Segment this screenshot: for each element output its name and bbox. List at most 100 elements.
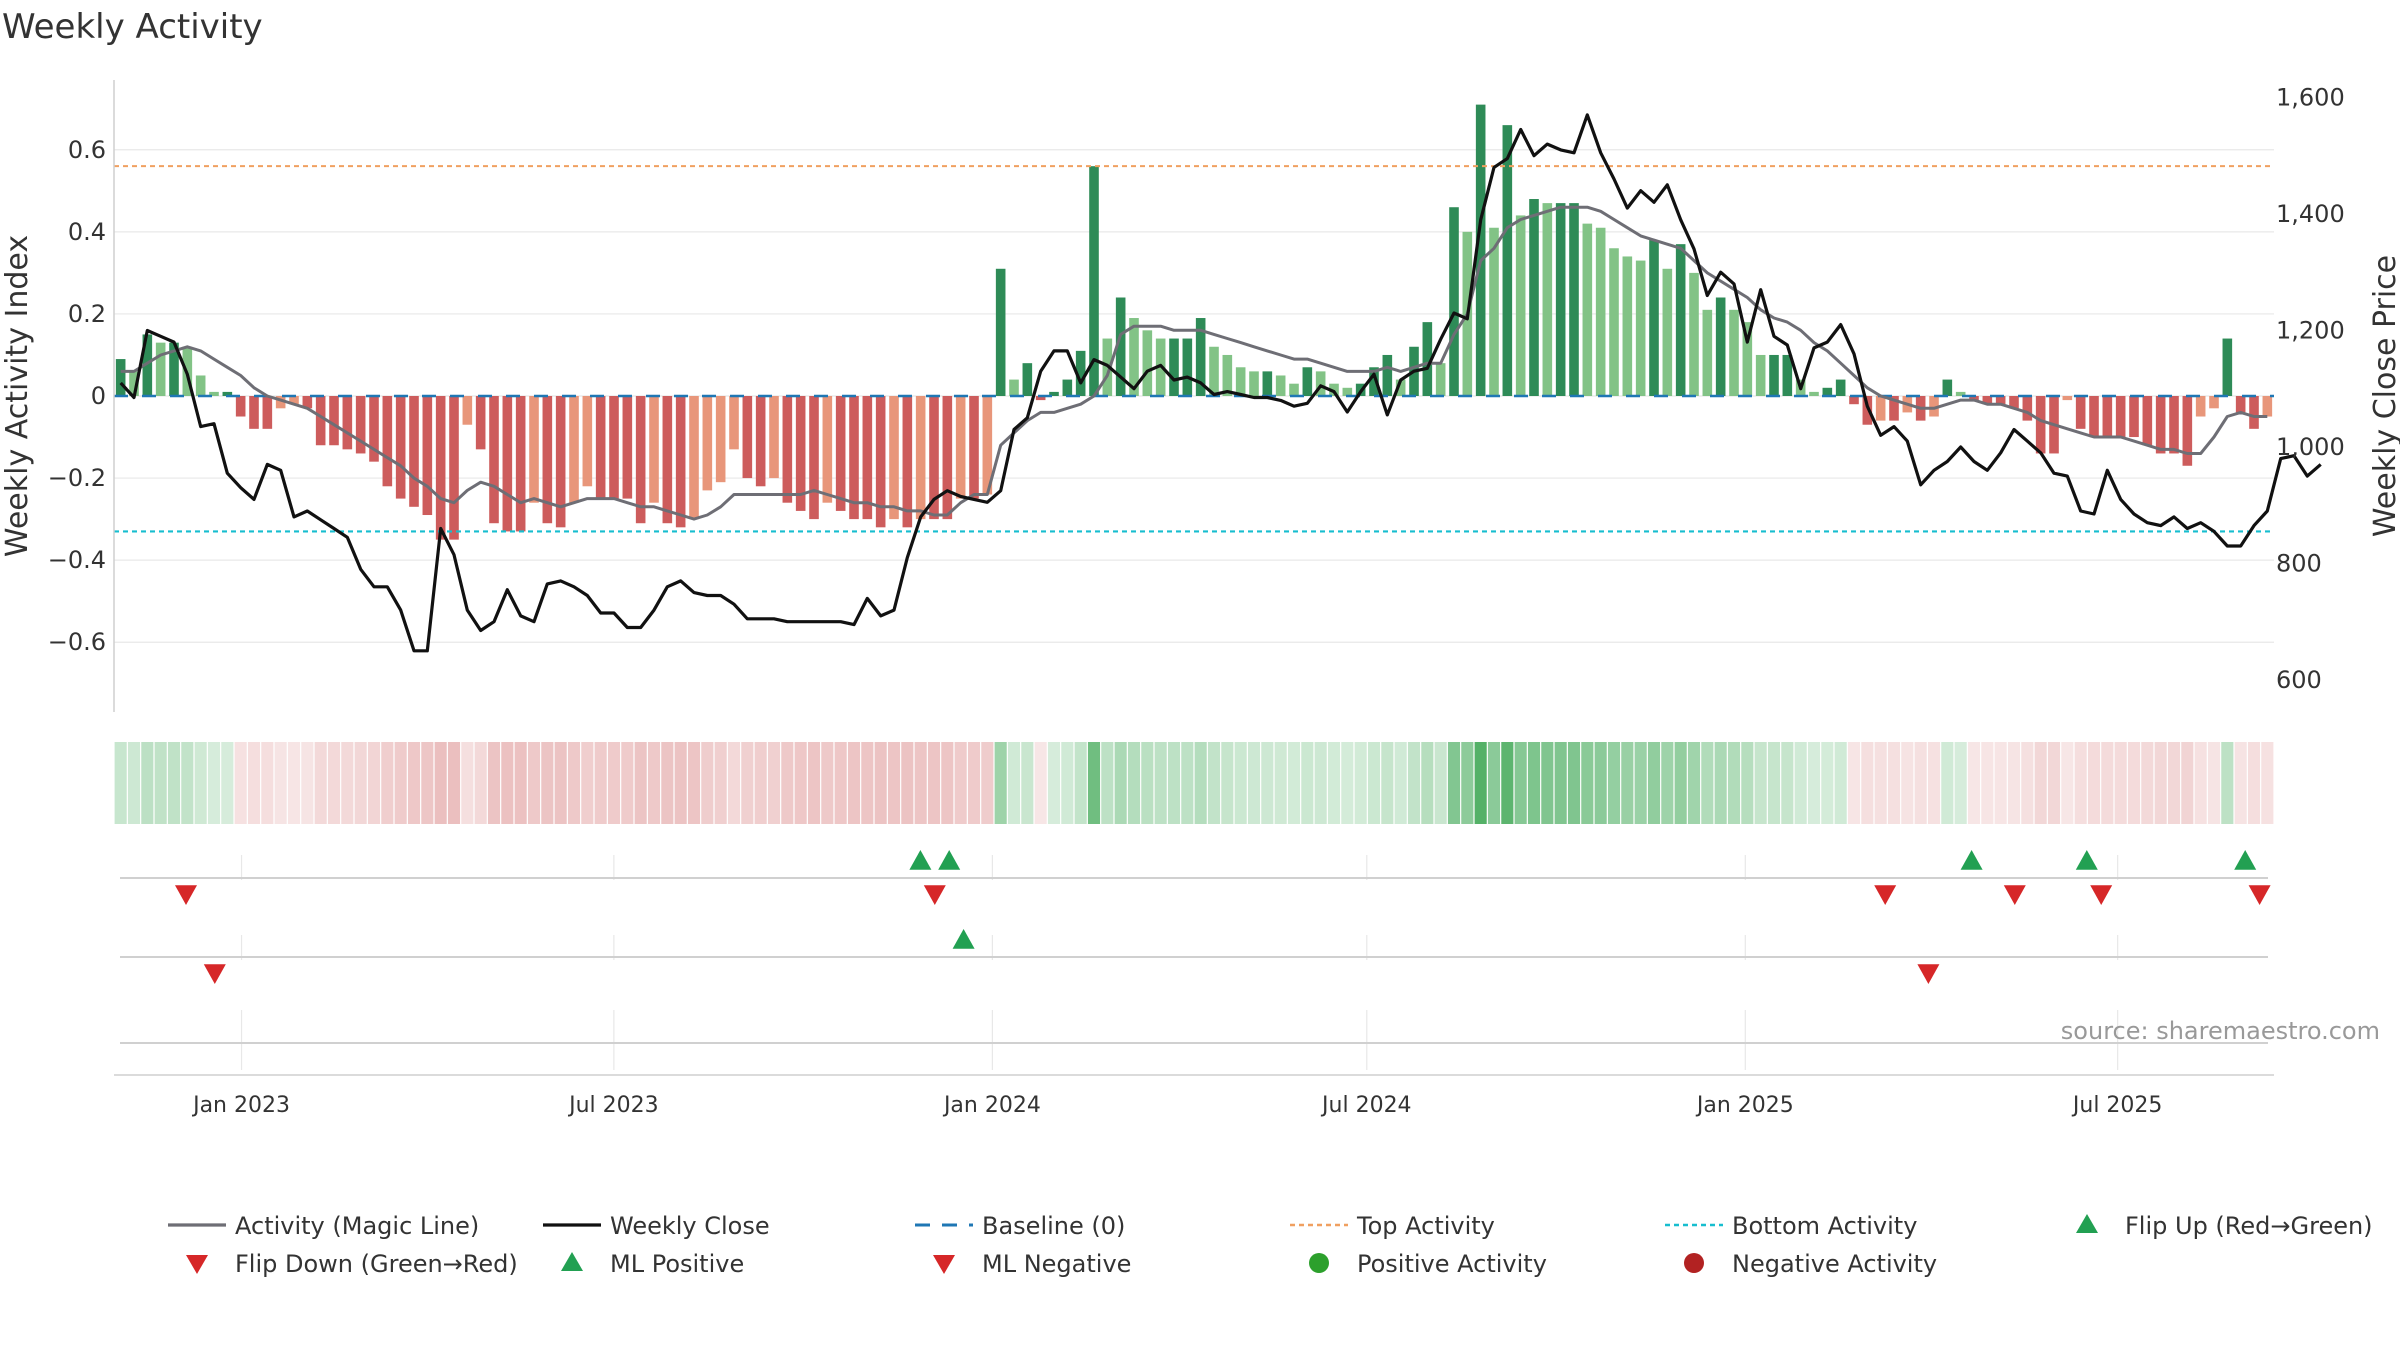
activity-bar xyxy=(1489,227,1499,396)
heat-cell xyxy=(2154,742,2167,824)
heat-cell xyxy=(1847,742,1861,824)
activity-bar xyxy=(2195,396,2206,417)
magic-line xyxy=(120,205,2268,521)
heat-cell xyxy=(1874,742,1887,824)
activity-bar xyxy=(702,396,713,491)
activity-bar xyxy=(1715,297,1726,396)
activity-bar xyxy=(689,396,699,520)
activity-bar xyxy=(1422,322,1433,396)
heat-cell xyxy=(1047,742,1061,824)
heat-cell xyxy=(767,742,781,824)
flip-down-marker xyxy=(2248,885,2271,905)
activity-bar xyxy=(1289,383,1299,396)
activity-bar xyxy=(115,359,126,396)
heat-cell xyxy=(807,742,821,824)
activity-bar xyxy=(1822,387,1833,396)
flip-down-marker xyxy=(923,885,946,905)
flip-markers xyxy=(175,850,2271,984)
activity-bar xyxy=(2022,396,2033,421)
activity-bar xyxy=(809,396,819,520)
heat-cell xyxy=(1114,742,1127,824)
legend-swatch-triangle-down xyxy=(186,1255,208,1274)
heat-cell xyxy=(314,742,327,824)
heat-cell xyxy=(1127,742,1141,824)
activity-bar xyxy=(1275,375,1286,396)
activity-bar xyxy=(275,396,286,409)
heat-cell xyxy=(1581,742,1594,824)
activity-bar xyxy=(1062,379,1073,396)
activity-bar xyxy=(1262,371,1273,396)
heat-cell xyxy=(1887,742,1901,824)
heat-cell xyxy=(2181,742,2194,824)
activity-bar xyxy=(1529,199,1539,396)
heat-cell xyxy=(1834,742,1847,824)
heat-cell xyxy=(1794,742,1807,824)
x-tick-label: Jul 2024 xyxy=(1320,1093,1412,1118)
heat-cell xyxy=(1927,742,1941,824)
heat-cell xyxy=(781,742,794,824)
heat-cell xyxy=(714,742,727,824)
heat-cell xyxy=(1607,742,1621,824)
activity-bar xyxy=(835,396,846,511)
heat-cell xyxy=(2141,742,2154,824)
heat-cell xyxy=(1727,742,1741,824)
activity-bar xyxy=(1835,379,1846,396)
heat-cell xyxy=(607,742,621,824)
activity-bar xyxy=(1035,396,1046,401)
activity-bar xyxy=(1862,396,1873,425)
legend-item: Negative Activity xyxy=(1684,1250,1937,1278)
heat-cell xyxy=(981,742,994,824)
heat-cell xyxy=(1954,742,1967,824)
activity-bar xyxy=(289,396,299,405)
heat-cell xyxy=(287,742,301,824)
heat-cell xyxy=(567,742,581,824)
heat-cell xyxy=(527,742,541,824)
legend-item: Bottom Activity xyxy=(1665,1212,1917,1240)
heat-cell xyxy=(1421,742,1434,824)
legend-item: Flip Down (Green→Red) xyxy=(186,1250,518,1278)
heat-cell xyxy=(1221,742,1234,824)
heat-cell xyxy=(661,742,674,824)
legend-label: Bottom Activity xyxy=(1732,1212,1917,1240)
heat-cell xyxy=(394,742,407,824)
heat-cell xyxy=(967,742,981,824)
heat-cell xyxy=(2021,742,2034,824)
heat-cell xyxy=(901,742,914,824)
heat-cell xyxy=(1087,742,1101,824)
heat-cell xyxy=(1474,742,1487,824)
heat-cell xyxy=(1301,742,1314,824)
flip-down-marker xyxy=(2090,885,2113,905)
activity-bar xyxy=(955,396,966,499)
heat-cell xyxy=(1674,742,1687,824)
activity-bar xyxy=(902,396,913,528)
heat-cell xyxy=(1207,742,1221,824)
y-left-tick-label: 0 xyxy=(91,382,106,410)
activity-bar xyxy=(995,268,1006,396)
y-right-tick-label: 800 xyxy=(2276,549,2322,577)
activity-bar xyxy=(769,396,779,479)
heat-cell xyxy=(594,742,607,824)
activity-bar xyxy=(1222,354,1233,396)
activity-bar xyxy=(529,396,539,503)
heat-cell xyxy=(1781,742,1794,824)
heat-cell xyxy=(127,742,141,824)
activity-bar xyxy=(729,396,739,450)
activity-bar xyxy=(1395,379,1406,396)
activity-bar xyxy=(1129,318,1139,396)
activity-bar xyxy=(502,396,513,532)
activity-bar xyxy=(2075,396,2086,429)
activity-bar xyxy=(329,396,339,446)
activity-bar xyxy=(782,396,793,503)
heat-cell xyxy=(2074,742,2087,824)
heat-cell xyxy=(581,742,594,824)
activity-bar xyxy=(209,391,219,396)
heat-cell xyxy=(2007,742,2021,824)
heat-cell xyxy=(141,742,154,824)
heat-cell xyxy=(487,742,501,824)
y-right-tick-label: 1,600 xyxy=(2276,83,2345,111)
series-lines xyxy=(119,113,2322,653)
activity-bar xyxy=(1809,391,1819,396)
activity-bar xyxy=(515,396,526,532)
heat-cell xyxy=(1554,742,1567,824)
legend-label: Activity (Magic Line) xyxy=(235,1212,479,1240)
